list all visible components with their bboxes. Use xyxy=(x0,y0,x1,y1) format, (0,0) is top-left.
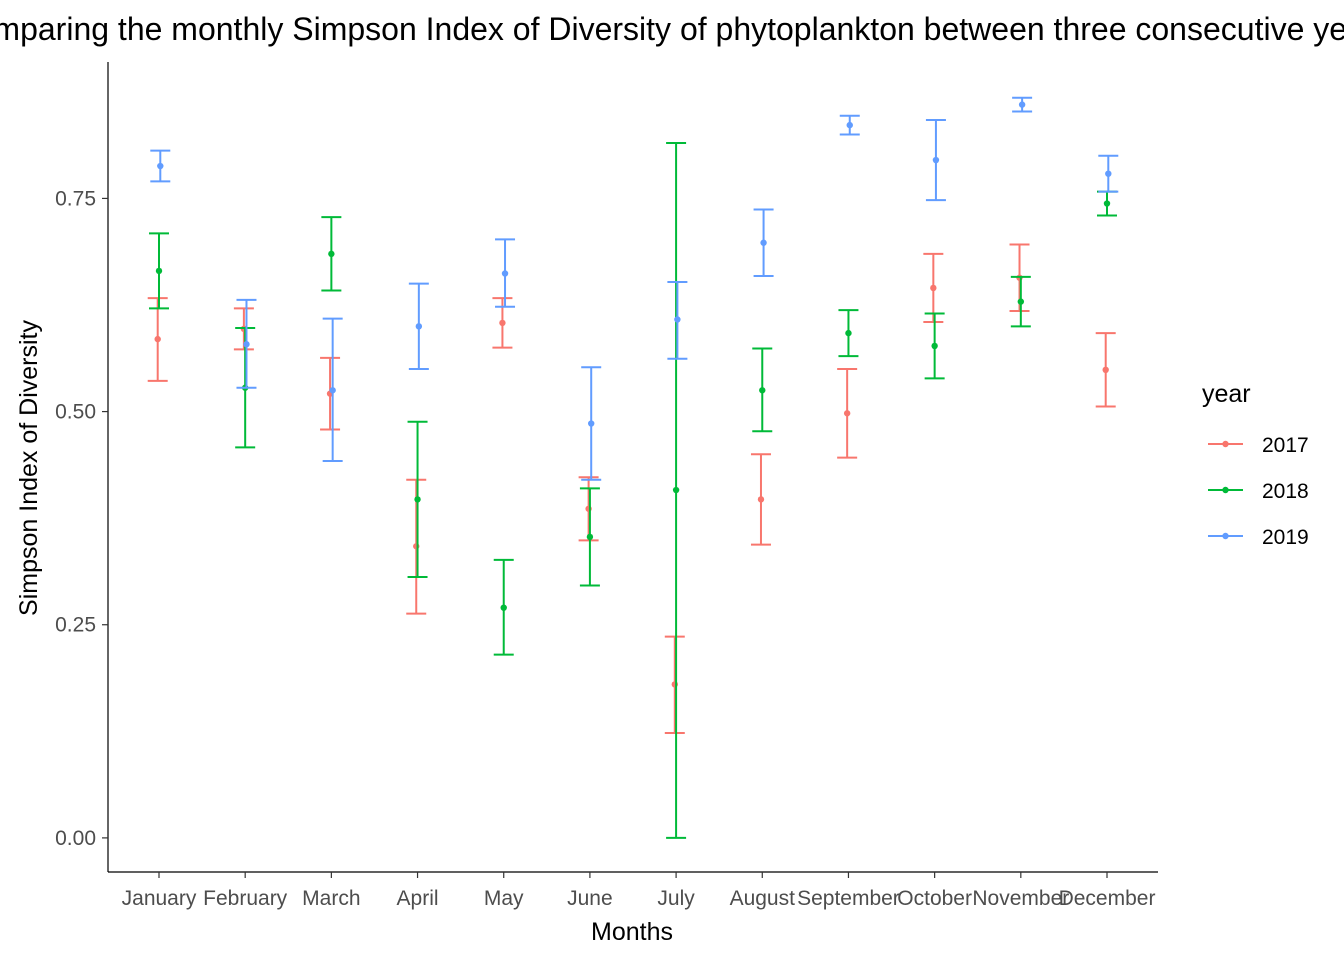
data-point xyxy=(843,410,851,417)
data-point xyxy=(1017,298,1025,305)
data-point xyxy=(328,250,335,258)
data-point xyxy=(759,387,766,394)
data-point xyxy=(415,323,423,330)
x-tick-label: June xyxy=(567,887,613,910)
x-tick-label: January xyxy=(122,887,197,910)
data-point xyxy=(674,316,681,323)
x-tick-label: December xyxy=(1059,887,1156,910)
legend-label: 2017 xyxy=(1262,434,1309,457)
series-2017 xyxy=(147,243,1116,735)
legend-label: 2018 xyxy=(1262,480,1309,503)
data-point xyxy=(931,342,938,350)
legend-title: year xyxy=(1202,380,1251,408)
data-point xyxy=(157,162,164,170)
legend-key-point xyxy=(1222,440,1229,448)
data-point xyxy=(588,420,595,427)
x-tick-label: October xyxy=(897,887,972,910)
data-point xyxy=(932,156,940,164)
data-point xyxy=(329,387,336,394)
data-point xyxy=(1105,170,1112,177)
data-point xyxy=(586,533,594,541)
legend-item-2019: 2019 xyxy=(1208,526,1309,549)
y-tick-label: 0.75 xyxy=(55,187,96,210)
x-tick-label: November xyxy=(972,887,1069,910)
data-point xyxy=(243,341,250,348)
legend-item-2018: 2018 xyxy=(1208,480,1309,503)
y-tick-label: 0.00 xyxy=(55,827,96,850)
x-tick-label: March xyxy=(302,887,360,910)
data-point xyxy=(1103,200,1111,207)
y-tick-label: 0.25 xyxy=(55,614,96,637)
x-tick-label: April xyxy=(397,887,439,910)
y-axis-title: Simpson Index of Diversity xyxy=(15,320,43,616)
x-tick-label: September xyxy=(797,887,900,910)
x-tick-label: August xyxy=(730,887,796,910)
legend: year 2017 2018 2019 xyxy=(1202,380,1309,549)
series-2018 xyxy=(149,142,1117,839)
data-point xyxy=(501,270,509,277)
data-point xyxy=(846,121,853,129)
y-tick-label: 0.50 xyxy=(55,401,96,424)
series-2019 xyxy=(150,96,1119,481)
data-point xyxy=(414,496,421,503)
x-tick-label: May xyxy=(484,887,524,910)
legend-key-point xyxy=(1222,532,1229,540)
data-point xyxy=(845,329,852,337)
data-point xyxy=(1102,366,1109,373)
legend-item-2017: 2017 xyxy=(1208,434,1309,457)
data-point xyxy=(672,486,680,494)
data-point xyxy=(930,284,937,292)
data-point xyxy=(500,604,507,611)
legend-label: 2019 xyxy=(1262,526,1309,549)
data-point xyxy=(154,335,161,343)
plot-area: 0.00 0.25 0.50 0.75 January February March Apri… xyxy=(55,62,1158,910)
legend-key-point xyxy=(1222,486,1229,494)
data-point xyxy=(1018,101,1026,108)
x-tick-label: February xyxy=(203,887,288,910)
data-point xyxy=(760,239,767,246)
data-point xyxy=(155,267,163,275)
x-tick-label: July xyxy=(657,887,695,910)
data-point xyxy=(499,319,506,327)
x-axis-title: Months xyxy=(591,918,673,946)
data-point xyxy=(757,496,765,503)
chart-title: Comparing the monthly Simpson Index of D… xyxy=(0,11,1344,47)
